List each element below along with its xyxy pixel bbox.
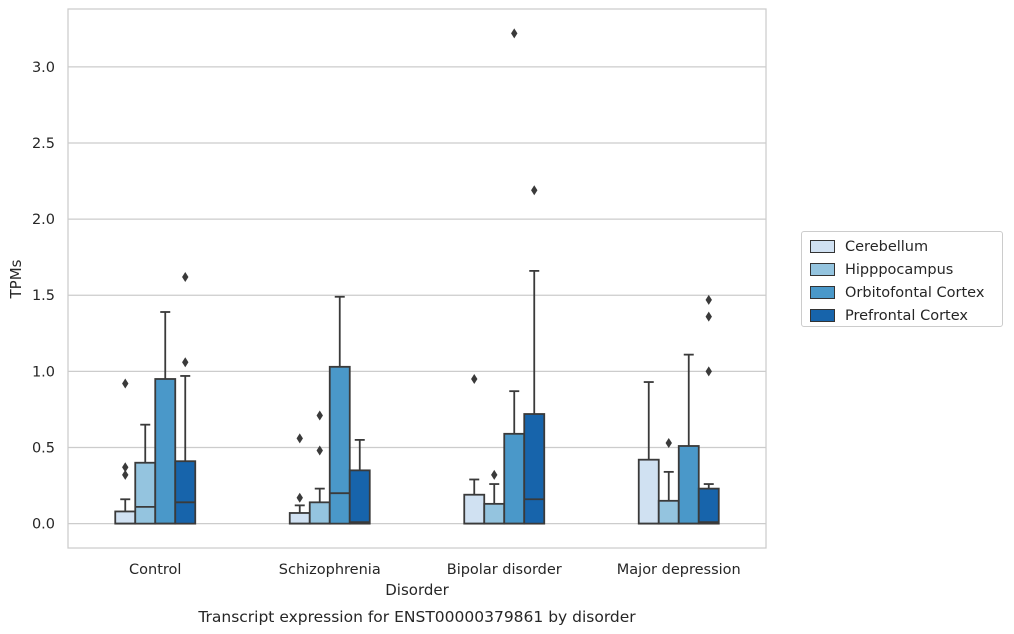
y-tick-label: 2.5 [32, 136, 55, 152]
y-tick-label: 0.0 [32, 517, 55, 533]
box-hipppocampus-schizophrenia [308, 410, 331, 525]
x-axis-ticks: Control Schizophrenia Bipolar disorder Majo… [129, 562, 741, 578]
outlier-point [491, 469, 498, 480]
outlier-point [122, 469, 129, 480]
y-tick-label: 1.5 [32, 288, 55, 304]
box-body [134, 461, 157, 525]
box-orbitofontal-cortex-control [154, 311, 177, 525]
box-prefrontal-cortex-bipolar-disorder [523, 185, 546, 525]
box-hipppocampus-control [134, 423, 157, 525]
outlier-point [122, 462, 129, 473]
box-cerebellum-major-depression [637, 381, 660, 525]
box-body [328, 365, 351, 525]
x-tick-label: Major depression [617, 562, 741, 578]
legend-item-hipppocampus: Hipppocampus [810, 258, 1002, 281]
box-prefrontal-cortex-major-depression [697, 294, 720, 525]
chart-title: Transcript expression for ENST0000037986… [197, 608, 636, 626]
box-body [523, 413, 546, 525]
outlier-point [705, 366, 712, 377]
legend-item-cerebellum: Cerebellum [810, 235, 1002, 258]
box-body [154, 378, 177, 525]
box-body [677, 445, 700, 525]
box-body [288, 512, 311, 525]
box-body [463, 493, 486, 525]
legend-label-prefrontal-cortex: Prefrontal Cortex [845, 307, 968, 324]
outlier-point [531, 185, 538, 196]
outlier-point [182, 357, 189, 368]
box-orbitofontal-cortex-schizophrenia [328, 295, 351, 525]
y-axis-label: TPMs [7, 259, 25, 299]
legend-item-prefrontal-cortex: Prefrontal Cortex [810, 304, 1002, 327]
outlier-point [511, 28, 518, 39]
box-body [657, 499, 680, 525]
x-tick-label: Schizophrenia [279, 562, 381, 578]
outlier-point [316, 410, 323, 421]
x-tick-label: Control [129, 562, 181, 578]
y-tick-label: 3.0 [32, 60, 55, 76]
box-orbitofontal-cortex-bipolar-disorder [503, 28, 526, 525]
box-orbitofontal-cortex-major-depression [677, 353, 700, 525]
y-tick-label: 0.5 [32, 441, 55, 457]
outlier-point [296, 433, 303, 444]
legend-label-cerebellum: Cerebellum [845, 238, 929, 255]
legend-swatch-cerebellum [810, 240, 835, 253]
outlier-point [471, 373, 478, 384]
box-hipppocampus-bipolar-disorder [483, 469, 506, 525]
outlier-point [122, 378, 129, 389]
box-body [637, 458, 660, 525]
box-body [308, 501, 331, 525]
outlier-point [296, 492, 303, 503]
y-axis-ticks: 0.0 0.5 1.0 1.5 2.0 2.5 3.0 [32, 60, 55, 533]
x-tick-label: Bipolar disorder [447, 562, 562, 578]
outlier-point [705, 294, 712, 305]
legend-swatch-hipppocampus [810, 263, 835, 276]
box-cerebellum-schizophrenia [288, 433, 311, 525]
box-body [114, 510, 137, 525]
outlier-point [665, 437, 672, 448]
box-body [348, 469, 371, 525]
x-axis-label: Disorder [385, 581, 449, 599]
box-hipppocampus-major-depression [657, 437, 680, 525]
box-prefrontal-cortex-schizophrenia [348, 438, 371, 525]
plot-frame [67, 8, 767, 549]
box-body [503, 432, 526, 525]
box-prefrontal-cortex-control [174, 271, 197, 525]
legend-label-orbitofontal-cortex: Orbitofontal Cortex [845, 284, 985, 301]
legend-swatch-orbitofontal-cortex [810, 286, 835, 299]
plot-marks [114, 28, 720, 525]
outlier-point [182, 271, 189, 282]
box-body [697, 487, 720, 525]
outlier-point [316, 445, 323, 456]
box-cerebellum-control [114, 378, 137, 525]
box-body [483, 502, 506, 525]
legend-item-orbitofontal-cortex: Orbitofontal Cortex [810, 281, 1002, 304]
y-tick-label: 2.0 [32, 212, 55, 228]
chart-legend: Cerebellum Hipppocampus Orbitofontal Cor… [801, 231, 1003, 327]
grid-lines [68, 66, 766, 525]
legend-label-hipppocampus: Hipppocampus [845, 261, 954, 278]
outlier-point [705, 311, 712, 322]
box-cerebellum-bipolar-disorder [463, 373, 486, 525]
y-tick-label: 1.0 [32, 364, 55, 380]
legend-swatch-prefrontal-cortex [810, 309, 835, 322]
box-body [174, 460, 197, 525]
